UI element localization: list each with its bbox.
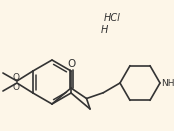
Text: O: O bbox=[13, 72, 19, 81]
Text: O: O bbox=[13, 83, 19, 91]
Text: O: O bbox=[67, 59, 75, 69]
Text: H: H bbox=[100, 25, 108, 35]
Text: HCl: HCl bbox=[104, 13, 120, 23]
Text: NH: NH bbox=[161, 78, 174, 88]
